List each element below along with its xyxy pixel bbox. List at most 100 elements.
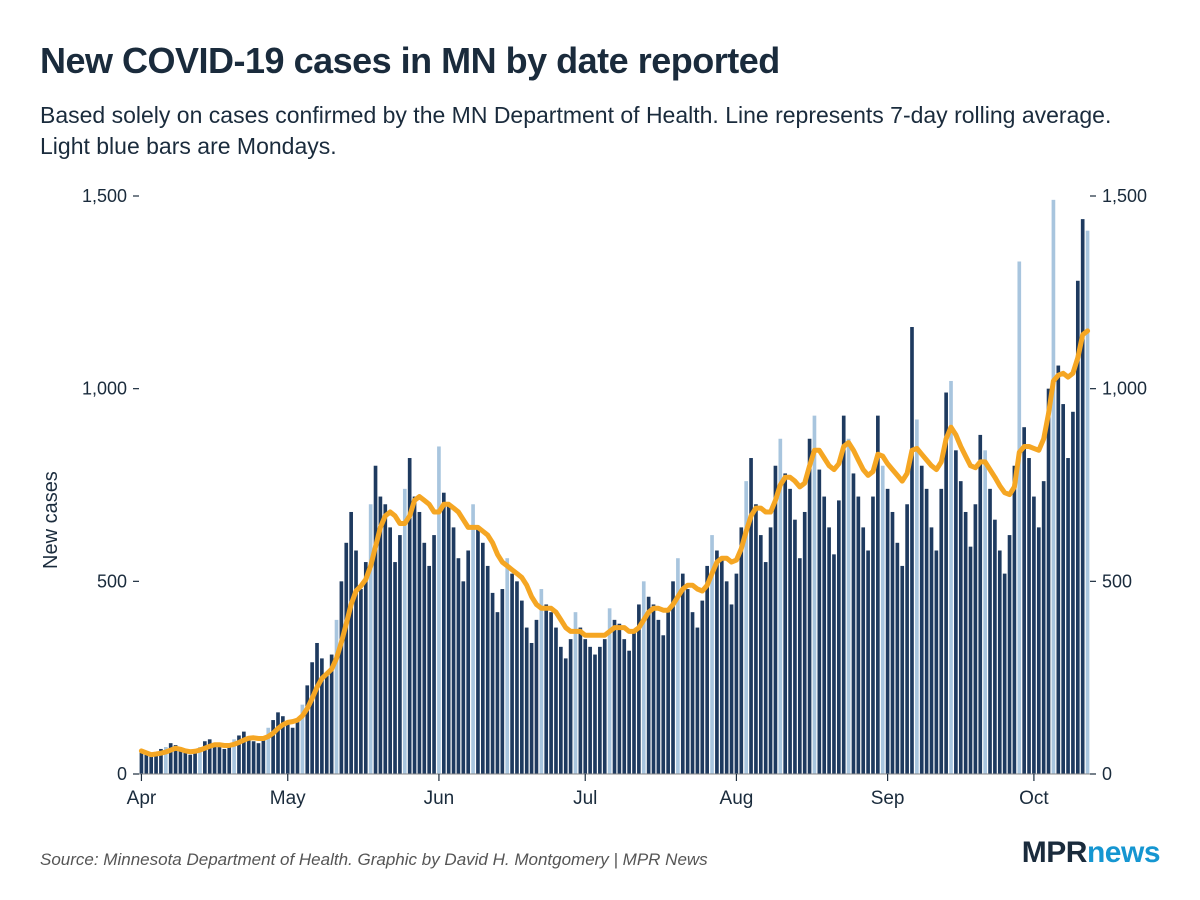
bar [671,581,675,774]
bar [696,628,700,774]
bar [1037,527,1041,774]
bar [827,527,831,774]
bar [1066,458,1070,774]
bar [491,593,495,774]
bar [364,562,368,774]
footer: Source: Minnesota Department of Health. … [40,836,1160,870]
ytick-label: 500 [97,571,127,591]
bar [1008,535,1012,774]
xtick-label: Apr [127,788,157,809]
bar [179,751,183,774]
bar [296,720,300,774]
bar [247,737,251,774]
bar [647,597,651,774]
bar [579,628,583,774]
bar [993,520,997,774]
bar [461,581,465,774]
bar [905,504,909,774]
bar [383,504,387,774]
chart-title: New COVID-19 cases in MN by date reporte… [40,40,1160,82]
bar [525,628,529,774]
chart-area: New cases 005005001,0001,0001,5001,500Ap… [40,182,1160,818]
chart-subtitle: Based solely on cases confirmed by the M… [40,100,1160,162]
bar [481,543,485,774]
bar [437,447,441,775]
bar [939,489,943,774]
bar [627,651,631,774]
bar [959,481,963,774]
bar [681,574,685,774]
bar [764,562,768,774]
xtick-label: May [270,788,306,809]
bar [588,647,592,774]
bar [769,527,773,774]
bar [374,466,378,774]
bar [886,489,890,774]
bar [325,674,329,774]
bar [822,497,826,774]
bar [549,612,553,774]
bar [1013,466,1017,774]
bar [730,605,734,775]
bar [866,551,870,774]
bar [598,647,602,774]
bar [1081,219,1085,774]
bar [227,745,231,774]
bar [686,589,690,774]
ytick-label: 1,000 [1102,379,1147,399]
xtick-label: Aug [720,788,754,809]
bar [847,439,851,774]
logo-mpr: MPR [1022,836,1087,869]
bar [223,749,227,774]
bar [705,566,709,774]
bar [1086,231,1090,774]
bar [910,327,914,774]
bar [486,566,490,774]
bar [583,639,587,774]
bar [501,589,505,774]
bar [442,493,446,774]
bar [930,527,934,774]
bar [569,639,573,774]
bar [188,755,192,774]
bar [574,612,578,774]
bar [144,755,148,774]
bar [954,450,958,774]
bar [1027,458,1031,774]
bar [252,741,256,774]
bar [896,543,900,774]
bar [1022,427,1026,774]
bar [530,643,534,774]
bar [1047,389,1051,774]
bar [1071,412,1075,774]
bar [310,662,314,774]
bar [642,581,646,774]
bar [603,639,607,774]
bar [593,655,597,774]
bar [988,489,992,774]
bar [749,458,753,774]
bar [983,450,987,774]
bar [852,474,856,775]
bar [661,635,665,774]
bar [1032,497,1036,774]
logo-news: news [1087,836,1160,869]
bar [193,751,197,774]
source-text: Source: Minnesota Department of Health. … [40,850,708,870]
bar [774,466,778,774]
chart-svg-wrap: 005005001,0001,0001,5001,500AprMayJunJul… [69,182,1160,818]
bar [715,551,719,774]
bar [622,639,626,774]
ytick-label: 1,000 [82,379,127,399]
bar [818,470,822,774]
bar [1061,404,1065,774]
bar [832,554,836,774]
bar [925,489,929,774]
bar [788,489,792,774]
bar [964,512,968,774]
bar [422,543,426,774]
bar [857,497,861,774]
bar [535,620,539,774]
bar [1003,574,1007,774]
bar [632,632,636,775]
